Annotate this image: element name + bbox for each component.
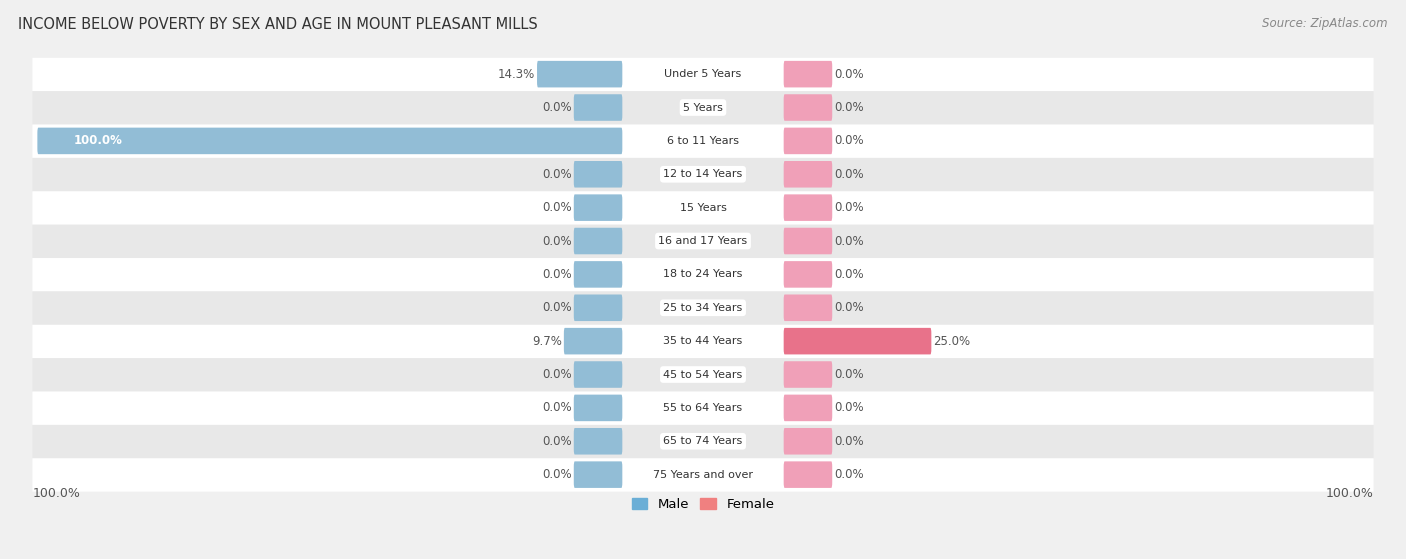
- Text: 65 to 74 Years: 65 to 74 Years: [664, 436, 742, 446]
- FancyBboxPatch shape: [32, 458, 1374, 492]
- Text: 0.0%: 0.0%: [834, 235, 863, 248]
- Text: 0.0%: 0.0%: [543, 368, 572, 381]
- Text: 45 to 54 Years: 45 to 54 Years: [664, 369, 742, 380]
- FancyBboxPatch shape: [783, 61, 832, 87]
- FancyBboxPatch shape: [32, 291, 1374, 325]
- FancyBboxPatch shape: [574, 295, 623, 321]
- FancyBboxPatch shape: [32, 358, 1374, 391]
- Text: 0.0%: 0.0%: [543, 201, 572, 214]
- FancyBboxPatch shape: [783, 395, 832, 421]
- FancyBboxPatch shape: [783, 161, 832, 188]
- FancyBboxPatch shape: [574, 228, 623, 254]
- FancyBboxPatch shape: [32, 425, 1374, 458]
- FancyBboxPatch shape: [783, 328, 931, 354]
- Text: 0.0%: 0.0%: [543, 468, 572, 481]
- Text: 55 to 64 Years: 55 to 64 Years: [664, 403, 742, 413]
- FancyBboxPatch shape: [574, 195, 623, 221]
- FancyBboxPatch shape: [32, 191, 1374, 225]
- Text: 0.0%: 0.0%: [834, 468, 863, 481]
- FancyBboxPatch shape: [32, 258, 1374, 291]
- Text: 5 Years: 5 Years: [683, 102, 723, 112]
- Text: 0.0%: 0.0%: [543, 168, 572, 181]
- Text: 25.0%: 25.0%: [934, 335, 970, 348]
- Text: 100.0%: 100.0%: [32, 486, 80, 500]
- Text: Source: ZipAtlas.com: Source: ZipAtlas.com: [1263, 17, 1388, 30]
- Text: 0.0%: 0.0%: [543, 435, 572, 448]
- Text: 0.0%: 0.0%: [543, 401, 572, 414]
- Legend: Male, Female: Male, Female: [626, 493, 780, 517]
- Text: 0.0%: 0.0%: [543, 268, 572, 281]
- FancyBboxPatch shape: [32, 225, 1374, 258]
- FancyBboxPatch shape: [783, 127, 832, 154]
- FancyBboxPatch shape: [32, 125, 1374, 158]
- Text: Under 5 Years: Under 5 Years: [665, 69, 741, 79]
- Text: 0.0%: 0.0%: [543, 235, 572, 248]
- Text: 9.7%: 9.7%: [531, 335, 562, 348]
- FancyBboxPatch shape: [574, 461, 623, 488]
- Text: 75 Years and over: 75 Years and over: [652, 470, 754, 480]
- Text: 35 to 44 Years: 35 to 44 Years: [664, 336, 742, 346]
- Text: 0.0%: 0.0%: [834, 268, 863, 281]
- FancyBboxPatch shape: [783, 295, 832, 321]
- Text: 0.0%: 0.0%: [834, 201, 863, 214]
- Text: 0.0%: 0.0%: [834, 68, 863, 80]
- Text: 0.0%: 0.0%: [834, 101, 863, 114]
- FancyBboxPatch shape: [574, 361, 623, 388]
- FancyBboxPatch shape: [574, 428, 623, 454]
- Text: 0.0%: 0.0%: [834, 301, 863, 314]
- FancyBboxPatch shape: [32, 391, 1374, 425]
- Text: 6 to 11 Years: 6 to 11 Years: [666, 136, 740, 146]
- Text: 12 to 14 Years: 12 to 14 Years: [664, 169, 742, 179]
- FancyBboxPatch shape: [574, 395, 623, 421]
- Text: 0.0%: 0.0%: [834, 134, 863, 148]
- FancyBboxPatch shape: [574, 161, 623, 188]
- FancyBboxPatch shape: [32, 158, 1374, 191]
- FancyBboxPatch shape: [783, 228, 832, 254]
- Text: 0.0%: 0.0%: [543, 101, 572, 114]
- Text: 100.0%: 100.0%: [1326, 486, 1374, 500]
- FancyBboxPatch shape: [32, 91, 1374, 125]
- FancyBboxPatch shape: [783, 261, 832, 288]
- Text: 14.3%: 14.3%: [498, 68, 536, 80]
- FancyBboxPatch shape: [537, 61, 623, 87]
- FancyBboxPatch shape: [783, 94, 832, 121]
- Text: 0.0%: 0.0%: [834, 168, 863, 181]
- FancyBboxPatch shape: [783, 461, 832, 488]
- FancyBboxPatch shape: [38, 127, 623, 154]
- Text: 18 to 24 Years: 18 to 24 Years: [664, 269, 742, 280]
- Text: 0.0%: 0.0%: [543, 301, 572, 314]
- Text: 0.0%: 0.0%: [834, 401, 863, 414]
- Text: 15 Years: 15 Years: [679, 203, 727, 212]
- Text: 0.0%: 0.0%: [834, 368, 863, 381]
- FancyBboxPatch shape: [32, 325, 1374, 358]
- FancyBboxPatch shape: [783, 195, 832, 221]
- FancyBboxPatch shape: [574, 94, 623, 121]
- FancyBboxPatch shape: [564, 328, 623, 354]
- FancyBboxPatch shape: [783, 361, 832, 388]
- FancyBboxPatch shape: [574, 261, 623, 288]
- Text: 0.0%: 0.0%: [834, 435, 863, 448]
- FancyBboxPatch shape: [783, 428, 832, 454]
- FancyBboxPatch shape: [32, 58, 1374, 91]
- Text: 25 to 34 Years: 25 to 34 Years: [664, 303, 742, 313]
- Text: 16 and 17 Years: 16 and 17 Years: [658, 236, 748, 246]
- Text: 100.0%: 100.0%: [73, 134, 122, 148]
- Text: INCOME BELOW POVERTY BY SEX AND AGE IN MOUNT PLEASANT MILLS: INCOME BELOW POVERTY BY SEX AND AGE IN M…: [18, 17, 538, 32]
